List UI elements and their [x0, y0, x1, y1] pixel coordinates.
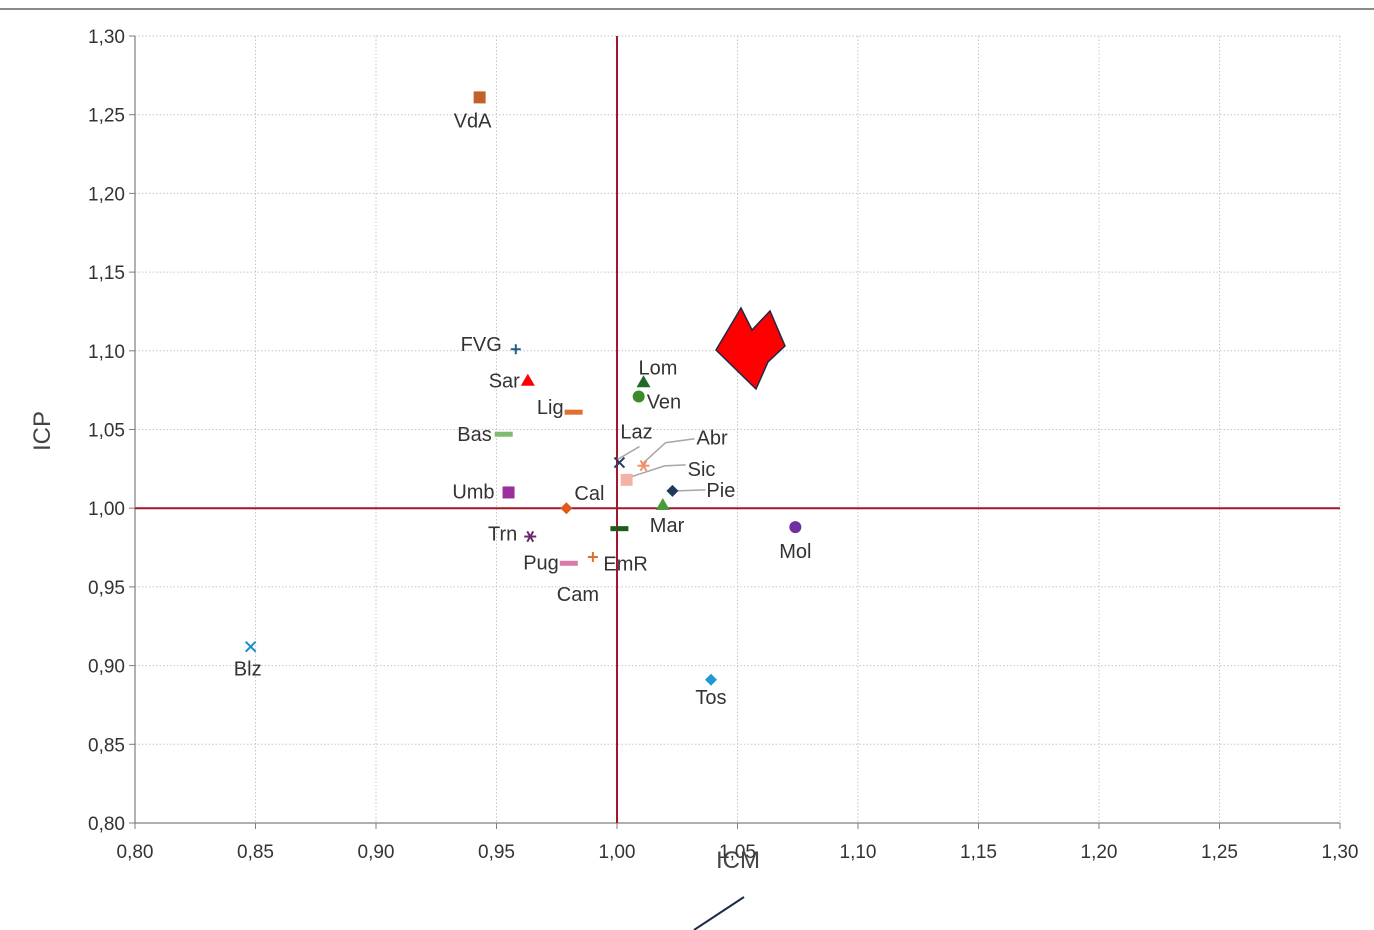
x-marker-b [244, 641, 257, 653]
y-tick-label: 1,10 [88, 342, 125, 363]
data-point-vda [473, 91, 486, 104]
data-point-trn [524, 530, 537, 543]
point-label-umb: Umb [452, 481, 494, 503]
leader-line-laz [617, 445, 640, 461]
point-label-mar: Mar [650, 515, 685, 537]
data-point-umb [502, 486, 515, 499]
point-label-cal: Cal [574, 483, 604, 505]
dash-marker [494, 431, 513, 437]
square-marker [620, 473, 633, 486]
point-label-lig: Lig [537, 397, 564, 419]
data-point-sic [620, 473, 633, 486]
grid [135, 35, 1341, 823]
data-point-pie [666, 484, 679, 497]
x-tick-label: 1,30 [1322, 842, 1359, 863]
triangle-marker [655, 498, 670, 511]
asterisk-stroke [526, 530, 535, 543]
point-label-lom: Lom [639, 357, 678, 379]
y-tick-label: 1,30 [88, 27, 125, 48]
y-tick-label: 1,20 [88, 184, 125, 205]
data-point-laz [613, 456, 626, 469]
data-point-cam [587, 551, 598, 562]
square-marker [502, 486, 515, 499]
point-label-laz: Laz [620, 422, 652, 444]
diamond-marker [666, 484, 679, 497]
x-tick-label: 1,20 [1081, 842, 1118, 863]
point-label-sic: Sic [688, 459, 716, 481]
point-label-bas: Bas [457, 424, 491, 446]
point-label-abr: Abr [697, 428, 728, 450]
diamond-marker [560, 502, 573, 515]
data-point-mar [655, 498, 670, 511]
point-label-pug: Pug [523, 552, 559, 574]
x-tick-label: 1,15 [960, 842, 997, 863]
point-label-ven: Ven [647, 391, 681, 413]
x-marker-b [613, 456, 626, 469]
dash-marker [610, 526, 629, 532]
circle-marker [632, 390, 645, 403]
y-tick-label: 1,00 [88, 499, 125, 520]
x-tick-label: 0,80 [117, 842, 154, 863]
leader-line-pie [676, 489, 706, 492]
data-point-lig [564, 409, 583, 415]
diamond-marker [704, 673, 717, 686]
dash-marker [559, 560, 578, 566]
data-point-sar [520, 373, 535, 386]
data-point-blz [244, 641, 257, 653]
circle-marker [789, 521, 802, 534]
x-tick-label: 1,05 [719, 842, 756, 863]
red-arrow-annotation [715, 306, 786, 391]
point-label-sar: Sar [489, 371, 520, 393]
x-tick-label: 1,10 [840, 842, 877, 863]
asterisk-stroke [639, 460, 648, 472]
data-point-emr [610, 526, 629, 532]
data-point-cal [560, 502, 573, 515]
y-tick-label: 1,15 [88, 263, 125, 284]
reference-lines [135, 36, 1340, 823]
y-tick-label: 0,95 [88, 578, 125, 599]
point-label-vda: VdA [454, 110, 492, 132]
point-label-emr: EmR [603, 554, 647, 576]
leader-line-abr [642, 437, 695, 465]
data-point-abr [637, 460, 650, 472]
x-tick-label: 0,90 [358, 842, 395, 863]
point-label-mol: Mol [779, 541, 811, 563]
x-tick-label: 1,25 [1201, 842, 1238, 863]
axes [129, 35, 1341, 829]
data-point-lom [636, 375, 651, 388]
triangle-marker [636, 375, 651, 388]
y-axis-title: ICP [29, 411, 56, 451]
dash-marker [564, 409, 583, 415]
point-label-cam: Cam [557, 584, 599, 606]
data-point-fvg [510, 344, 521, 355]
x-tick-label: 1,00 [599, 842, 636, 863]
point-label-tos: Tos [695, 687, 726, 709]
y-tick-label: 1,25 [88, 106, 125, 127]
point-label-blz: Blz [234, 659, 262, 681]
y-tick-label: 1,05 [88, 421, 125, 442]
square-marker [473, 91, 486, 104]
point-label-trn: Trn [488, 524, 517, 546]
y-tick-label: 0,85 [88, 735, 125, 756]
data-points [244, 91, 802, 686]
data-point-mol [789, 521, 802, 534]
y-tick-label: 0,90 [88, 657, 125, 678]
data-point-tos [704, 673, 717, 686]
data-point-bas [494, 431, 513, 437]
tick-labels: 0,80 0,85 0,90 0,95 1,00 1,05 1,10 1,15 1,20 1,25… [88, 27, 1358, 863]
leader-line-sic [624, 464, 686, 480]
label-leader-lines [617, 437, 706, 492]
point-label-pie: Pie [706, 480, 735, 502]
x-tick-label: 0,95 [478, 842, 515, 863]
data-point-ven [632, 390, 645, 403]
x-tick-label: 0,85 [237, 842, 274, 863]
x-axis-title: ICM [716, 847, 760, 874]
bottom-pointer-line [693, 896, 745, 930]
triangle-marker [520, 373, 535, 386]
data-point-pug [559, 560, 578, 566]
point-label-fvg: FVG [461, 334, 502, 356]
y-tick-label: 0,80 [88, 814, 125, 835]
